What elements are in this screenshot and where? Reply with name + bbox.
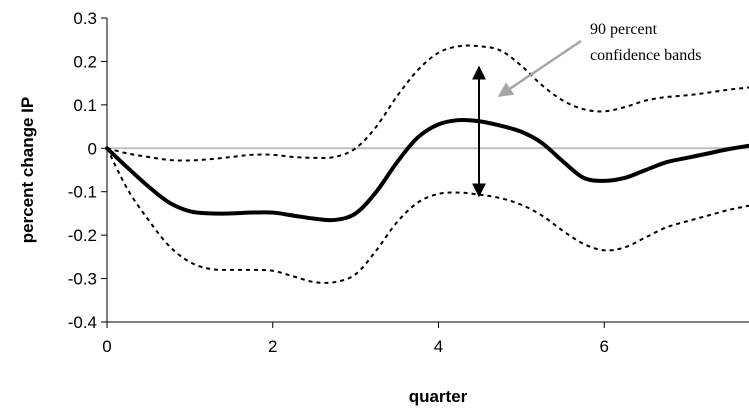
y-ticks: 0.3 0.2 0.1 0 -0.1 -0.2 -0.3 -0.4 [68,9,107,332]
annotation-pointer-arrow [497,39,582,98]
x-axis-title: quarter [409,387,468,406]
x-tick-label: 2 [268,337,277,356]
y-tick-label: -0.4 [68,313,97,332]
x-ticks: 02468 [102,322,609,356]
annotation-line-1: 90 percent [590,21,658,38]
x-tick-label: 0 [102,337,111,356]
y-tick-label: -0.2 [68,226,97,245]
y-tick-label: 0.1 [73,96,97,115]
series-line-lower-band [106,147,749,284]
y-tick-label: 0.3 [73,9,97,28]
series-line-point-estimate [105,117,749,223]
y-tick-label: 0.2 [73,52,97,71]
y-tick-label: -0.1 [68,183,97,202]
y-axis-title: percent change IP [18,97,37,243]
series-layer [105,44,749,284]
annotation-line-2: confidence bands [590,47,702,64]
y-tick-label: 0 [88,139,97,158]
x-tick-label: 6 [600,337,609,356]
x-tick-label: 4 [434,337,443,356]
confidence-band-annotation: 90 percent confidence bands [472,21,702,198]
series-line-upper-band [106,44,749,162]
y-tick-label: -0.3 [68,270,97,289]
